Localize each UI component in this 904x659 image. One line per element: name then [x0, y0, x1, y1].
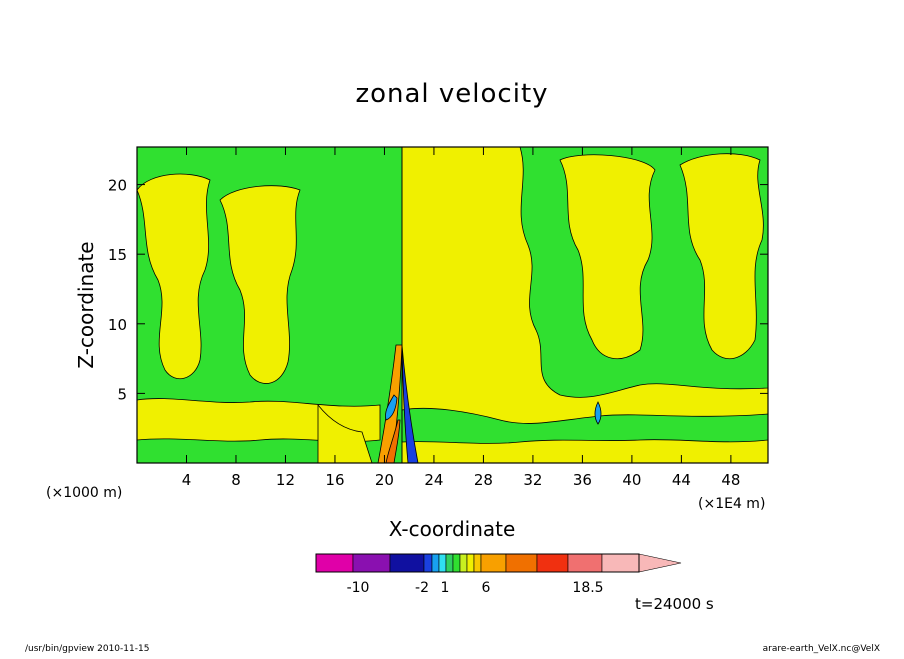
- field-core-negative: [594, 401, 602, 425]
- plot-frame: [136, 146, 769, 464]
- chart-title: zonal velocity: [355, 79, 548, 109]
- field-region-band: [679, 153, 764, 360]
- colorbar-tick-label: -2: [415, 580, 429, 596]
- y-tick-label: 20: [108, 177, 127, 195]
- colorbar: [315, 553, 682, 573]
- colorbar-swatch: [438, 553, 447, 573]
- x-tick-label: 32: [523, 471, 542, 489]
- colorbar-tick-labels: -10 -2 1 6 18.5: [347, 580, 604, 596]
- colorbar-swatch: [536, 553, 569, 573]
- x-axis-label: X-coordinate: [389, 517, 516, 541]
- velocity-field: [137, 147, 768, 463]
- footer-right: arare-earth_VelX.nc@VelX: [763, 644, 880, 654]
- colorbar-tick-label: 6: [482, 580, 491, 596]
- colorbar-swatch: [423, 553, 433, 573]
- field-core-positive: [385, 419, 401, 463]
- y-axis-unit: (×1000 m): [46, 485, 122, 501]
- field-region-band: [559, 154, 656, 359]
- colorbar-swatch: [480, 553, 507, 573]
- colorbar-swatch: [473, 553, 482, 573]
- x-tick-label: 20: [375, 471, 394, 489]
- colorbar-tick-label: 1: [441, 580, 450, 596]
- colorbar-swatch: [567, 553, 603, 573]
- field-core-negative: [401, 344, 419, 463]
- footer-left: /usr/bin/gpview 2010-11-15: [25, 644, 149, 654]
- colorbar-tick-label: 18.5: [572, 580, 603, 596]
- y-tick-label: 5: [117, 385, 127, 403]
- x-tick-label: 24: [424, 471, 443, 489]
- colorbar-swatch: [315, 553, 354, 573]
- x-tick-label: 12: [276, 471, 295, 489]
- x-tick-label: 48: [721, 471, 740, 489]
- colorbar-tick-label: -10: [347, 580, 370, 596]
- colorbar-swatch: [445, 553, 454, 573]
- y-tick-label: 10: [108, 316, 127, 334]
- field-region-band: [137, 173, 211, 380]
- field-region-band: [317, 403, 373, 463]
- colorbar-frame: [315, 553, 640, 573]
- x-tick-label: 4: [182, 471, 192, 489]
- colorbar-swatch: [352, 553, 391, 573]
- x-tick-label: 36: [573, 471, 592, 489]
- colorbar-swatch: [452, 553, 461, 573]
- colorbar-swatch: [601, 553, 640, 573]
- colorbar-swatch: [431, 553, 440, 573]
- colorbar-swatch: [466, 553, 475, 573]
- colorbar-swatch: [389, 553, 425, 573]
- x-axis-unit: (×1E4 m): [698, 496, 765, 512]
- x-tick-label: 8: [231, 471, 241, 489]
- x-tick-label: 16: [325, 471, 344, 489]
- x-tick-label: 40: [622, 471, 641, 489]
- x-tick-label: 44: [672, 471, 691, 489]
- x-axis-ticks: 4 8 12 16 20 24 28 32 36 40 44 48: [182, 147, 740, 489]
- x-tick-label: 28: [474, 471, 493, 489]
- colorbar-arrow: [638, 553, 682, 573]
- field-region-band: [219, 185, 301, 384]
- time-label: t=24000 s: [635, 595, 714, 613]
- y-tick-label: 15: [108, 246, 127, 264]
- colorbar-swatch: [505, 553, 538, 573]
- field-region-band: [401, 407, 768, 444]
- field-core-negative: [385, 394, 398, 421]
- y-axis-label: Z-coordinate: [74, 241, 98, 368]
- colorbar-swatch: [459, 553, 468, 573]
- y-axis-ticks: 5 10 15 20: [108, 177, 768, 403]
